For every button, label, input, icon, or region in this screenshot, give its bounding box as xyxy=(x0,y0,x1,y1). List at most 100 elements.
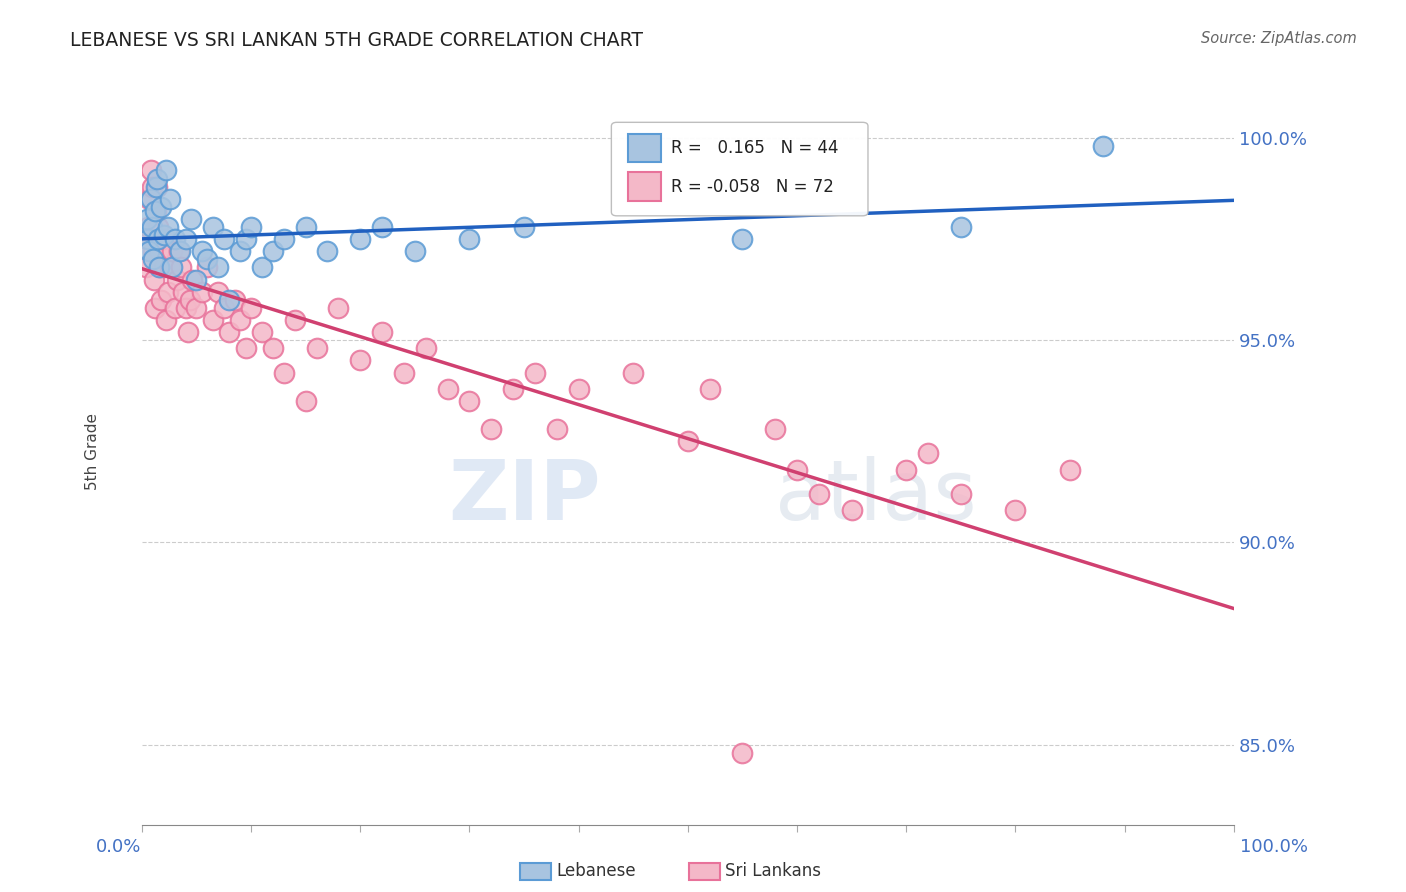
Point xyxy=(139,192,162,206)
Point xyxy=(139,163,162,178)
Point xyxy=(273,232,295,246)
Point xyxy=(138,232,160,246)
Point xyxy=(763,422,786,436)
Point xyxy=(143,301,166,315)
Point xyxy=(176,325,198,339)
Point xyxy=(207,260,229,275)
Point xyxy=(250,325,273,339)
Point xyxy=(218,293,240,307)
Point xyxy=(502,382,524,396)
Point xyxy=(458,393,481,408)
Point xyxy=(1004,503,1026,517)
Point xyxy=(195,260,218,275)
FancyBboxPatch shape xyxy=(627,172,661,201)
Point xyxy=(152,260,174,275)
Point xyxy=(328,301,350,315)
Point xyxy=(316,244,339,259)
Point xyxy=(138,192,160,206)
Point xyxy=(155,313,177,327)
Point xyxy=(235,232,257,246)
Text: Sri Lankans: Sri Lankans xyxy=(725,863,821,880)
Point xyxy=(240,220,263,235)
Point xyxy=(250,260,273,275)
Point xyxy=(240,301,263,315)
Point xyxy=(786,463,808,477)
Point xyxy=(136,232,159,246)
Point xyxy=(157,220,180,235)
Point xyxy=(146,171,169,186)
Point xyxy=(392,366,415,380)
Point xyxy=(159,192,181,206)
Point xyxy=(513,220,536,235)
Point xyxy=(181,272,204,286)
Point xyxy=(546,422,568,436)
Point xyxy=(917,446,939,460)
Point xyxy=(207,285,229,299)
Point xyxy=(294,393,316,408)
Text: Lebanese: Lebanese xyxy=(557,863,637,880)
Point xyxy=(152,232,174,246)
Point xyxy=(186,301,208,315)
Point xyxy=(138,244,160,259)
Point xyxy=(142,272,165,286)
Point xyxy=(949,220,972,235)
Point xyxy=(186,272,208,286)
Text: 100.0%: 100.0% xyxy=(1240,838,1308,856)
Point xyxy=(157,285,180,299)
Point xyxy=(949,487,972,501)
Point xyxy=(142,244,165,259)
Point xyxy=(152,228,174,243)
Point xyxy=(149,260,172,275)
Point xyxy=(195,252,218,267)
Point xyxy=(163,301,186,315)
Point xyxy=(155,163,177,178)
Point xyxy=(349,232,371,246)
Point xyxy=(841,503,863,517)
Point xyxy=(201,220,224,235)
Point xyxy=(212,232,235,246)
Point xyxy=(148,244,170,259)
Point xyxy=(479,422,502,436)
Point xyxy=(235,342,257,356)
Point xyxy=(148,232,170,246)
Point xyxy=(224,293,246,307)
FancyBboxPatch shape xyxy=(612,122,868,216)
Point xyxy=(145,203,167,218)
Point xyxy=(229,244,252,259)
Text: R = -0.058   N = 72: R = -0.058 N = 72 xyxy=(672,178,834,195)
Point xyxy=(159,260,181,275)
Point xyxy=(162,260,184,275)
Point xyxy=(145,179,167,194)
Text: R =   0.165   N = 44: R = 0.165 N = 44 xyxy=(672,139,839,157)
Point xyxy=(148,220,170,235)
Point xyxy=(148,260,170,275)
Point xyxy=(262,342,284,356)
Point xyxy=(138,220,160,235)
Point xyxy=(163,232,186,246)
Point xyxy=(218,325,240,339)
Point xyxy=(172,285,194,299)
Point xyxy=(150,293,173,307)
Point xyxy=(371,220,394,235)
Point xyxy=(167,244,190,259)
Point xyxy=(305,342,328,356)
Point xyxy=(262,244,284,259)
Point xyxy=(229,313,252,327)
Point xyxy=(169,244,191,259)
Text: Source: ZipAtlas.com: Source: ZipAtlas.com xyxy=(1201,31,1357,46)
Point xyxy=(523,366,546,380)
Point xyxy=(201,313,224,327)
Point xyxy=(896,463,918,477)
Point xyxy=(731,746,754,760)
Point xyxy=(404,244,426,259)
Point xyxy=(142,252,165,267)
Point xyxy=(568,382,591,396)
Point xyxy=(349,353,371,368)
Point xyxy=(458,232,481,246)
Point xyxy=(273,366,295,380)
Point xyxy=(136,211,159,226)
Point xyxy=(1091,139,1114,153)
Point xyxy=(807,487,830,501)
Point xyxy=(415,342,437,356)
Point xyxy=(179,293,201,307)
